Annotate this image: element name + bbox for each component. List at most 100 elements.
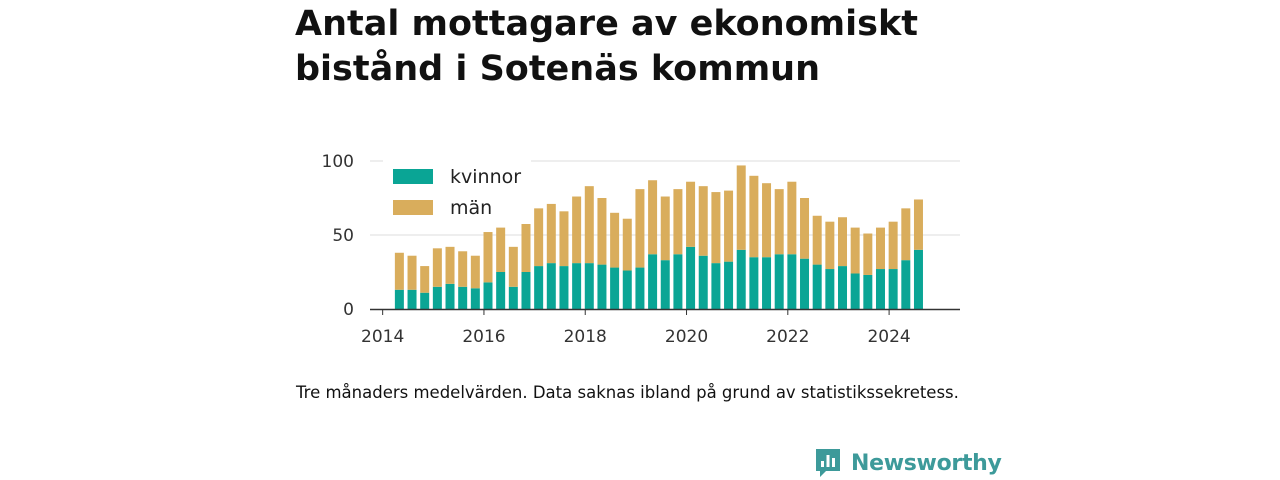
bar-kvinnor (660, 260, 670, 309)
bar-kvinnor (812, 264, 822, 309)
bar-man (597, 198, 607, 265)
bar-kvinnor (774, 254, 784, 309)
bar-kvinnor (863, 274, 873, 309)
legend-swatch (393, 200, 433, 215)
x-tick-label: 2016 (462, 327, 505, 347)
chart-title: Antal mottagare av ekonomiskt bistånd i … (295, 2, 995, 92)
bar-kvinnor (597, 264, 607, 309)
x-tick-label: 2020 (665, 327, 708, 347)
legend-swatch (393, 169, 433, 184)
bar-kvinnor (888, 269, 898, 309)
bar-man (635, 189, 645, 268)
bar-man (850, 227, 860, 274)
bar-kvinnor (749, 257, 759, 309)
bar-kvinnor (470, 288, 480, 309)
y-tick-label: 100 (322, 152, 354, 172)
bar-kvinnor (445, 283, 455, 309)
bar-man (888, 221, 898, 270)
bar-man (496, 227, 506, 272)
bar-man (572, 196, 582, 264)
bar-man (913, 199, 923, 250)
bar-man (610, 212, 620, 268)
x-tick-label: 2014 (361, 327, 404, 347)
bar-kvinnor (825, 269, 835, 309)
bar-man (521, 223, 531, 272)
bar-man (875, 227, 885, 270)
chart-title-line-1: Antal mottagare av ekonomiskt (295, 4, 918, 44)
bar-man (648, 180, 658, 255)
bar-man (394, 252, 404, 290)
bar-man (774, 189, 784, 255)
bar-man (863, 233, 873, 275)
bar-kvinnor (432, 286, 442, 309)
bar-kvinnor (508, 286, 518, 309)
bar-kvinnor (800, 258, 810, 309)
bar-kvinnor (787, 254, 797, 309)
bar-kvinnor (686, 246, 696, 309)
bar-kvinnor (572, 263, 582, 309)
bar-kvinnor (901, 260, 911, 309)
bar-man (787, 181, 797, 255)
bar-kvinnor (534, 266, 544, 309)
bar-kvinnor (635, 267, 645, 309)
bar-kvinnor (850, 273, 860, 309)
bar-kvinnor (698, 255, 708, 309)
bar-man (825, 221, 835, 270)
bar-man (534, 208, 544, 267)
bar-kvinnor (711, 263, 721, 309)
brand-logo: Newsworthy (814, 446, 1002, 480)
bar-kvinnor (521, 272, 531, 309)
bar-man (660, 196, 670, 261)
legend-label: män (450, 197, 492, 219)
y-tick-label: 0 (343, 300, 354, 320)
bar-man (432, 248, 442, 287)
bar-kvinnor (584, 263, 594, 309)
bar-man (762, 183, 772, 258)
legend-label: kvinnor (450, 166, 521, 188)
bar-man (559, 211, 569, 267)
bar-kvinnor (724, 261, 734, 309)
bar-man (445, 246, 455, 284)
bar-man (483, 232, 493, 283)
bar-kvinnor (913, 249, 923, 309)
bar-man (584, 186, 594, 264)
bar-kvinnor (458, 286, 468, 309)
bar-kvinnor (420, 292, 430, 309)
bar-kvinnor (622, 270, 632, 309)
y-tick-label: 50 (332, 226, 354, 246)
chart-title-line-2: bistånd i Sotenäs kommun (295, 49, 820, 89)
bar-man (508, 246, 518, 287)
bar-man (470, 255, 480, 289)
bar-kvinnor (407, 289, 417, 309)
brand-name: Newsworthy (851, 450, 1002, 476)
bar-man (749, 175, 759, 258)
bar-man (800, 198, 810, 259)
bar-man (458, 251, 468, 287)
stacked-bar-chart: 0 50 100 2014 2016 2018 2020 2022 2024 kvinnor män (322, 152, 960, 347)
bar-kvinnor (838, 266, 848, 309)
bar-kvinnor (483, 282, 493, 309)
bar-kvinnor (546, 263, 556, 309)
bar-kvinnor (559, 266, 569, 309)
bar-man (686, 181, 696, 247)
bar-kvinnor (394, 289, 404, 309)
bar-man (407, 255, 417, 290)
bar-man (736, 165, 746, 250)
bar-man (724, 190, 734, 262)
bar-kvinnor (875, 269, 885, 309)
x-tick-label: 2024 (867, 327, 910, 347)
bar-kvinnor (736, 249, 746, 309)
bar-man (546, 203, 556, 264)
bar-man (622, 218, 632, 271)
bar-man (711, 192, 721, 264)
bar-kvinnor (610, 267, 620, 309)
bar-kvinnor (648, 254, 658, 309)
bar-man (838, 217, 848, 267)
bar-man (673, 189, 683, 255)
bar-kvinnor (496, 272, 506, 309)
chart-caption: Tre månaders medelvärden. Data saknas ib… (296, 383, 959, 402)
bar-man (901, 208, 911, 261)
bar-man (420, 266, 430, 293)
bar-man (698, 186, 708, 256)
bar-kvinnor (673, 254, 683, 309)
